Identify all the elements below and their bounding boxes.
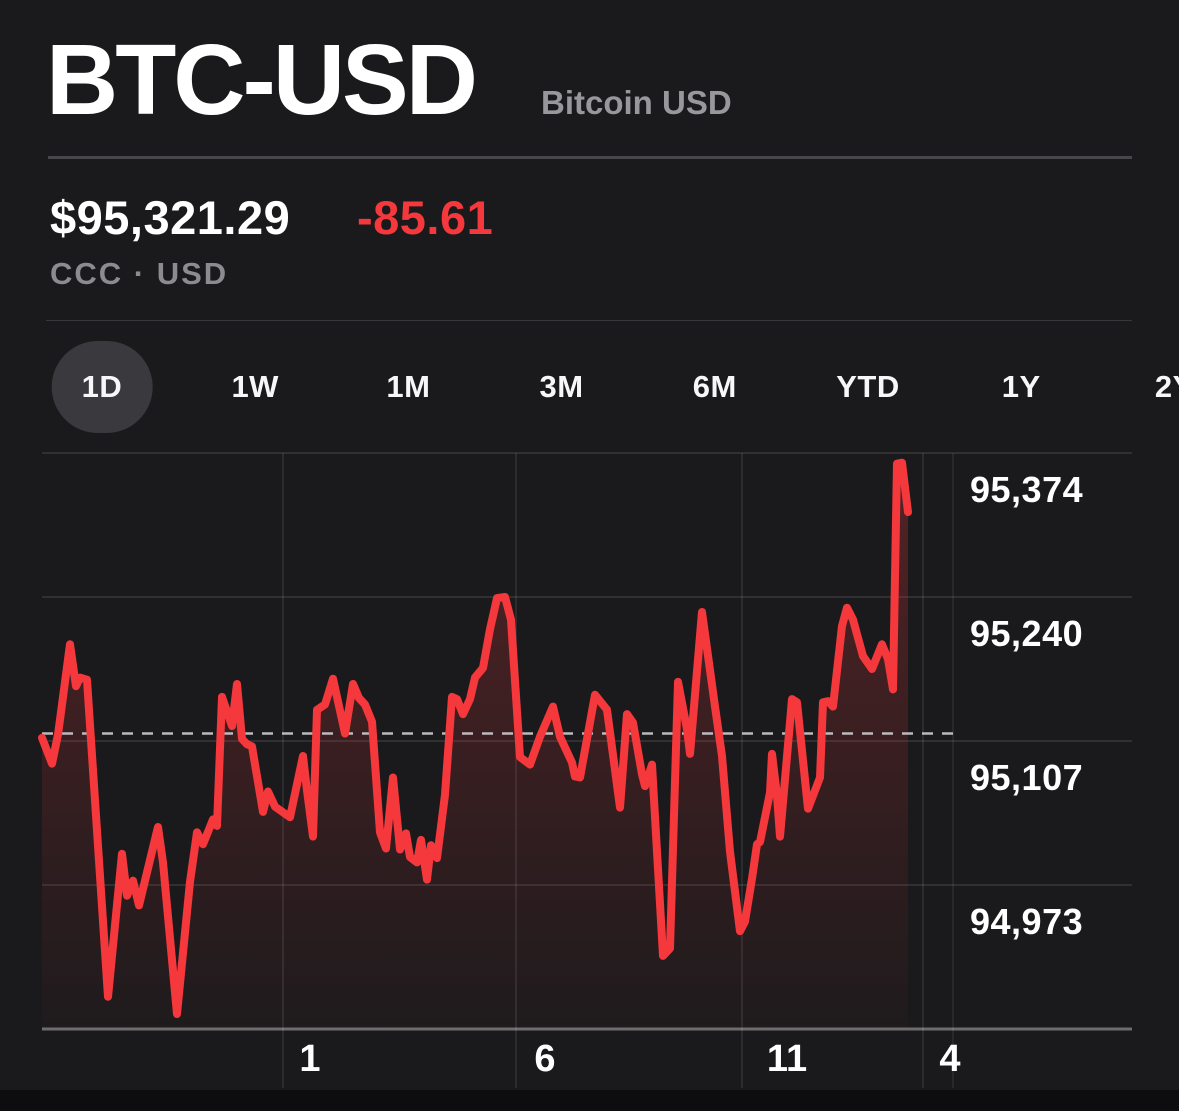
page-title: BTC-USD	[46, 24, 478, 136]
tab-3m[interactable]: 3M	[539, 369, 584, 404]
tab-ytd[interactable]: YTD	[836, 369, 900, 404]
symbol-subtitle: Bitcoin USD	[541, 84, 732, 121]
price-line	[38, 458, 912, 1018]
y-axis-label-94973: 94,973	[970, 901, 1084, 942]
header-divider	[48, 156, 1132, 159]
tab-1d[interactable]: 1D	[51, 341, 153, 433]
y-axis-label-95240: 95,240	[970, 613, 1084, 654]
y-axis-label-95374: 95,374	[970, 469, 1084, 510]
tab-1y[interactable]: 1Y	[1001, 369, 1041, 404]
price-change: -85.61	[357, 191, 494, 244]
time-range-tabs: 1D 1W 1M 3M 6M YTD 1Y 2Y	[0, 0, 1179, 440]
tab-1m[interactable]: 1M	[386, 369, 431, 404]
tab-6m[interactable]: 6M	[692, 369, 737, 404]
x-axis-label-11: 11	[766, 1038, 808, 1080]
bottom-edge-strip	[0, 1090, 1179, 1111]
tab-1w[interactable]: 1W	[231, 369, 279, 404]
y-axis-label-95107: 95,107	[970, 757, 1084, 798]
area-fill	[42, 462, 908, 1029]
current-price: $95,321.29	[50, 191, 291, 244]
x-axis-label-4: 4	[939, 1038, 961, 1080]
tabs-divider	[46, 320, 1132, 321]
exchange-currency-label: CCC · USD	[50, 256, 229, 291]
tab-2y[interactable]: 2Y	[1154, 369, 1179, 404]
x-axis-label-1: 1	[299, 1038, 321, 1080]
x-axis-label-6: 6	[534, 1038, 556, 1080]
